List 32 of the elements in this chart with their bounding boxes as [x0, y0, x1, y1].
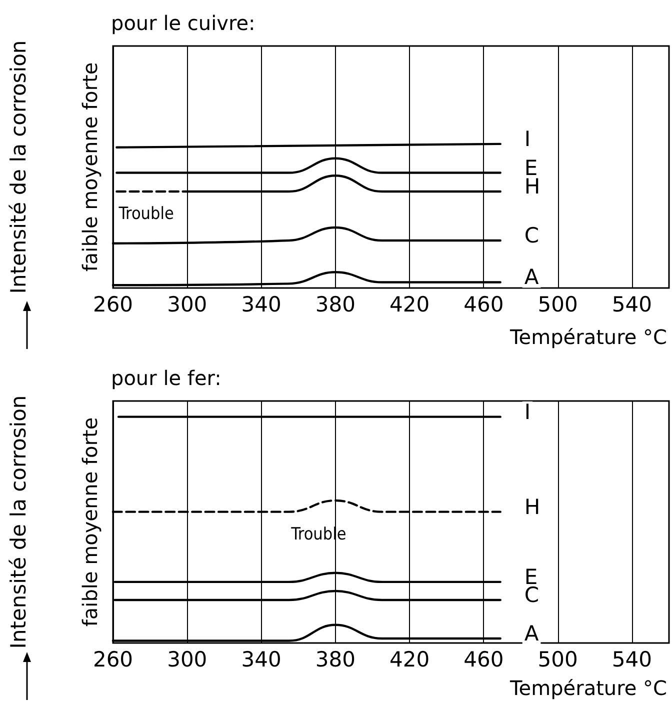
chart-title: pour le cuivre: — [111, 11, 256, 35]
x-tick-label: 460 — [464, 292, 504, 316]
y-axis-title: Intensité de la corrosion — [6, 395, 30, 649]
x-tick-label: 300 — [167, 648, 208, 672]
x-tick-label: 540 — [612, 648, 652, 672]
series-label: H — [524, 494, 540, 519]
series-label: I — [524, 400, 531, 424]
x-tick-label: 500 — [538, 648, 578, 672]
y-axis-title: Intensité de la corrosion — [6, 40, 30, 294]
text: faible moyenne forte — [78, 62, 102, 272]
x-tick-label: 340 — [241, 292, 282, 316]
series-label: A — [524, 621, 540, 646]
annotation: Trouble — [118, 204, 174, 224]
x-tick-label: 420 — [389, 648, 430, 672]
x-tick-label: 380 — [315, 292, 356, 316]
series-label: C — [524, 223, 540, 248]
series-label: H — [524, 174, 540, 198]
x-tick-label: 300 — [167, 292, 208, 316]
x-tick-label: 260 — [92, 648, 134, 672]
x-tick-label: 540 — [612, 292, 652, 316]
text: faible moyenne forte — [78, 417, 102, 627]
x-tick-label: 500 — [538, 292, 578, 316]
x-tick-label: 340 — [241, 648, 282, 672]
x-tick-label: 420 — [389, 292, 430, 316]
x-axis-title: Température °C — [508, 676, 668, 700]
series-label: A — [524, 265, 540, 290]
x-axis-title: Température °C — [508, 325, 668, 349]
x-tick-label: 380 — [315, 648, 356, 672]
x-tick-label: 260 — [92, 292, 134, 316]
series-label: I — [524, 126, 531, 151]
chart-title: pour le fer: — [111, 366, 222, 390]
x-tick-label: 460 — [464, 648, 504, 672]
